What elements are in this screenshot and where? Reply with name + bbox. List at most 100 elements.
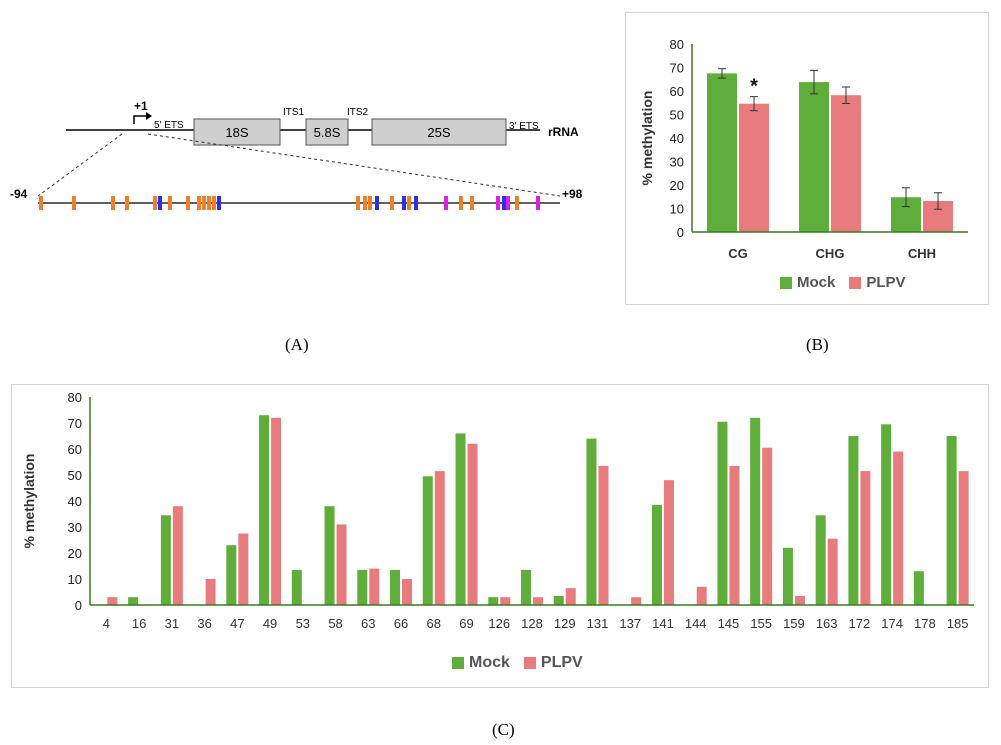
rrna-diagram: +1 5' ETS 18S ITS1 5.8S ITS2 25S 3' ETS … bbox=[10, 99, 583, 210]
bar-plpv-CHG bbox=[831, 95, 861, 232]
bar-mock-16 bbox=[128, 597, 139, 605]
y-tick-label: 20 bbox=[670, 178, 684, 193]
site-marker-magenta bbox=[536, 196, 540, 210]
x-category-label: 128 bbox=[521, 616, 543, 631]
panel-label-c: (C) bbox=[492, 720, 515, 739]
bar-mock-68 bbox=[422, 476, 433, 605]
block-18s bbox=[193, 118, 281, 146]
y-tick-label: 20 bbox=[68, 546, 82, 561]
panel-label-a: (A) bbox=[285, 335, 309, 354]
x-category-label: 172 bbox=[849, 616, 871, 631]
x-category-label: 145 bbox=[718, 616, 740, 631]
site-marker-magenta bbox=[444, 196, 448, 210]
x-category-label: 137 bbox=[619, 616, 641, 631]
site-marker-magenta bbox=[496, 196, 500, 210]
block-25s bbox=[371, 118, 507, 146]
bar-plpv-174 bbox=[893, 451, 904, 605]
bar-plpv-4 bbox=[107, 597, 118, 605]
site-marker-orange bbox=[368, 196, 372, 210]
ets3-label: 3' ETS bbox=[509, 121, 539, 132]
bar-plpv-131 bbox=[598, 465, 609, 605]
site-marker-orange bbox=[407, 196, 411, 210]
y-tick-label: 70 bbox=[68, 416, 82, 431]
site-marker-orange bbox=[390, 196, 394, 210]
site-marker-blue bbox=[402, 196, 406, 210]
y-tick-label: 0 bbox=[75, 598, 82, 613]
site-marker-orange bbox=[168, 196, 172, 210]
tss-arrow bbox=[133, 115, 148, 124]
bar-mock-49 bbox=[259, 415, 270, 605]
x-category-label: CG bbox=[728, 246, 748, 261]
bar-plpv-49 bbox=[271, 417, 282, 605]
y-tick-label: 30 bbox=[670, 155, 684, 170]
rrna-label: rRNA bbox=[548, 125, 579, 139]
site-marker-orange bbox=[515, 196, 519, 210]
site-marker-orange bbox=[470, 196, 474, 210]
block-58s bbox=[305, 118, 349, 146]
y-tick-label: 40 bbox=[670, 131, 684, 146]
context-methylation-chart: 0 10 20 30 40 50 60 70 80 % methylation CG CHG CHH * bbox=[639, 37, 968, 261]
x-category-label: 155 bbox=[750, 616, 772, 631]
y-tick-label: 10 bbox=[68, 572, 82, 587]
x-category-label: 126 bbox=[488, 616, 510, 631]
site-marker-orange bbox=[39, 196, 43, 210]
bar-plpv-36 bbox=[205, 579, 216, 605]
site-methylation-chart: 0 10 20 30 40 50 60 70 80 % methylation 4 16 31 36 47 4… bbox=[21, 390, 974, 631]
bar-mock-126 bbox=[488, 597, 499, 605]
legend-b-plpv-label: PLPV bbox=[866, 274, 906, 291]
y-tick-label: 70 bbox=[670, 61, 684, 76]
bar-mock-129 bbox=[553, 595, 564, 605]
legend-c: Mock PLPV bbox=[452, 654, 597, 672]
left-coordinate: -94 bbox=[10, 187, 28, 201]
x-category-label: 174 bbox=[881, 616, 903, 631]
x-category-label: 63 bbox=[361, 616, 375, 631]
site-marker-magenta bbox=[506, 196, 510, 210]
bar-mock-128 bbox=[521, 569, 531, 605]
x-category-label: 68 bbox=[427, 616, 441, 631]
x-category-label: 144 bbox=[685, 616, 707, 631]
x-category-label: 129 bbox=[554, 616, 576, 631]
x-category-label: 141 bbox=[652, 616, 674, 631]
bar-mock-174 bbox=[881, 424, 892, 605]
bar-plpv-129 bbox=[565, 588, 576, 605]
site-marker-orange bbox=[356, 196, 360, 210]
bar-plpv-66 bbox=[402, 579, 413, 605]
legend-b-plpv-swatch bbox=[849, 276, 862, 289]
site-marker-blue bbox=[158, 196, 162, 210]
site-marker-orange bbox=[207, 196, 211, 210]
legend-b-plpv: PLPV bbox=[849, 274, 906, 291]
site-marker-blue bbox=[217, 196, 221, 210]
bar-mock-145 bbox=[717, 421, 728, 605]
x-category-label: 66 bbox=[394, 616, 408, 631]
site-marker-orange bbox=[153, 196, 157, 210]
methylation-site-markers bbox=[39, 196, 540, 210]
label-18s: 18S bbox=[225, 125, 248, 140]
bar-mock-141 bbox=[651, 504, 662, 605]
bar-mock-69 bbox=[455, 433, 466, 605]
bar-mock-CHG bbox=[799, 82, 829, 232]
label-25s: 25S bbox=[427, 125, 450, 140]
bar-plpv-155 bbox=[762, 447, 773, 605]
bar-plpv-137 bbox=[631, 597, 642, 605]
its1-label: ITS1 bbox=[283, 107, 305, 118]
x-category-label: 36 bbox=[197, 616, 211, 631]
x-category-label: 16 bbox=[132, 616, 146, 631]
its2-label: ITS2 bbox=[347, 107, 369, 118]
y-tick-label: 50 bbox=[670, 108, 684, 123]
bar-plpv-145 bbox=[729, 465, 740, 605]
y-tick-label: 50 bbox=[68, 468, 82, 483]
right-coordinate: +98 bbox=[562, 187, 583, 201]
site-marker-blue bbox=[375, 196, 379, 210]
significance-asterisk: * bbox=[750, 76, 758, 98]
legend-c-mock-swatch bbox=[452, 657, 464, 669]
x-category-label: 53 bbox=[296, 616, 310, 631]
site-marker-blue bbox=[502, 196, 506, 210]
y-tick-label: 80 bbox=[68, 390, 82, 405]
x-category-label: 4 bbox=[103, 616, 110, 631]
bar-mock-131 bbox=[586, 438, 597, 605]
x-category-label: 31 bbox=[165, 616, 179, 631]
legend-c-mock: Mock bbox=[452, 654, 510, 672]
bar-mock-31 bbox=[160, 515, 171, 605]
site-marker-orange bbox=[72, 196, 76, 210]
site-marker-blue bbox=[414, 196, 418, 210]
